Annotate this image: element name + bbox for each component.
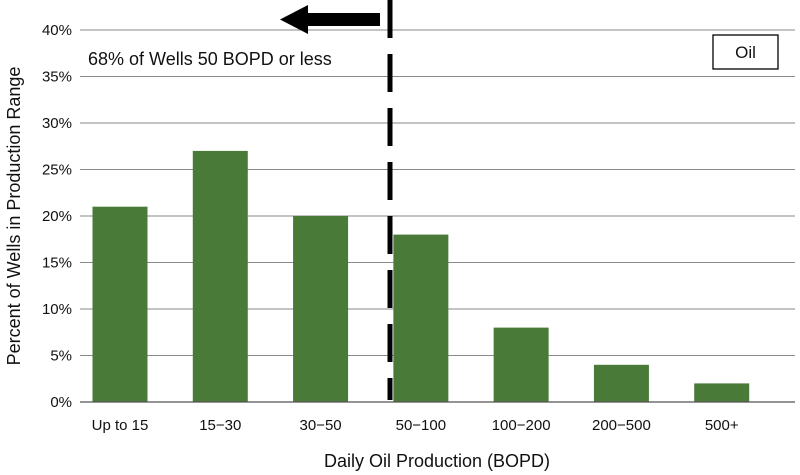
bar [593,364,649,402]
bar [293,216,349,402]
y-tick-labels: 0% 5% 10% 15% 20% 25% 30% 35% 40% [42,22,72,411]
y-tick-label: 20% [42,208,72,225]
legend-label: Oil [735,43,756,62]
x-tick-label: 15−30 [199,417,241,434]
bar [92,206,148,402]
left-arrow-icon [280,5,380,34]
bar [192,150,248,402]
bars [92,150,750,402]
x-axis-label: Daily Oil Production (BOPD) [324,451,550,471]
y-tick-label: 15% [42,255,72,272]
x-tick-labels: Up to 15 15−30 30−50 50−100 100−200 200−500 50… [92,417,739,434]
x-tick-label: 30−50 [300,417,342,434]
y-tick-label: 10% [42,301,72,318]
y-tick-label: 40% [42,22,72,39]
annotation-text: 68% of Wells 50 BOPD or less [88,49,332,69]
y-axis-label: Percent of Wells in Production Range [4,67,24,366]
bar [493,327,549,402]
bar [393,234,449,402]
x-tick-label: Up to 15 [92,417,149,434]
legend-box [712,34,779,70]
x-tick-label: 200−500 [592,417,651,434]
y-tick-label: 35% [42,69,72,86]
x-tick-label: 50−100 [396,417,446,434]
legend: Oil [712,34,779,70]
annotation-background [84,44,384,74]
y-tick-label: 30% [42,115,72,132]
y-tick-label: 25% [42,162,72,179]
bar [694,383,750,402]
y-tick-label: 0% [50,394,72,411]
y-tick-label: 5% [50,348,72,365]
x-tick-label: 100−200 [492,417,551,434]
x-tick-label: 500+ [705,417,739,434]
